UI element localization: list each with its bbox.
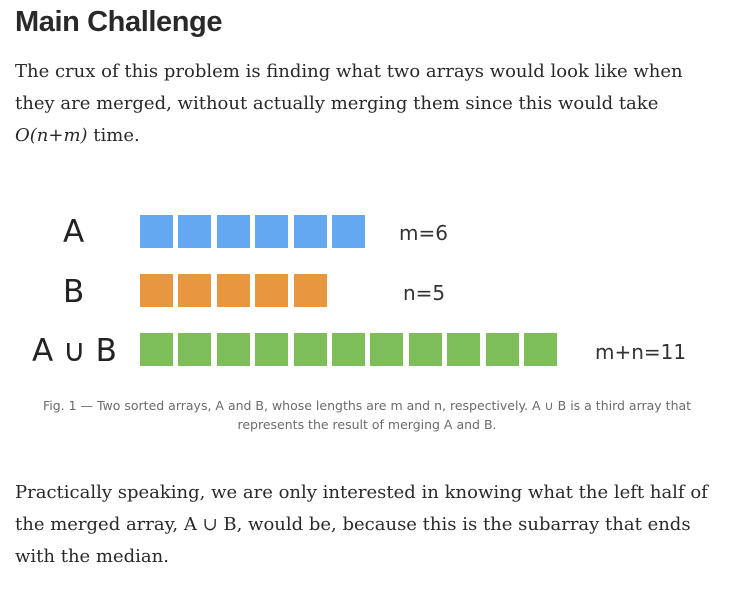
array-cell [255, 215, 288, 248]
array-cell [140, 274, 173, 307]
caption-line-2: represents the result of merging A and B… [237, 417, 497, 432]
outro-line-1: Practically speaking, we are only intere… [15, 482, 708, 503]
row-label-b: B [63, 274, 85, 310]
array-cell [140, 215, 173, 248]
intro-line-3-suffix: time. [87, 125, 140, 146]
array-cell [140, 333, 173, 366]
array-cell [217, 333, 250, 366]
array-cell [255, 274, 288, 307]
array-cell [370, 333, 403, 366]
array-cell [447, 333, 480, 366]
row-label-a: A [63, 214, 85, 250]
array-cell [332, 333, 365, 366]
figure-caption: Fig. 1 — Two sorted arrays, A and B, who… [15, 396, 719, 434]
array-cell [294, 274, 327, 307]
array-cell [409, 333, 442, 366]
row-label-union: A ∪ B [32, 333, 117, 369]
count-label-b: n=5 [403, 281, 446, 305]
array-cell [486, 333, 519, 366]
array-cell [255, 333, 288, 366]
figure-array-diagram: A m=6 B n=5 A ∪ B m+n=11 Fig. 1 — Two so… [15, 190, 719, 440]
array-cell [294, 333, 327, 366]
count-label-a: m=6 [399, 221, 448, 245]
array-cell [178, 274, 211, 307]
caption-line-1: Fig. 1 — Two sorted arrays, A and B, who… [42, 398, 692, 413]
outro-line-2: the merged array, A ∪ B, would be, becau… [15, 514, 691, 535]
count-label-union: m+n=11 [595, 340, 687, 364]
complexity-expression: O(n+m) [15, 125, 88, 146]
array-cell [294, 215, 327, 248]
array-cell [178, 215, 211, 248]
array-cell [524, 333, 557, 366]
array-cell [332, 215, 365, 248]
followup-paragraph: Practically speaking, we are only intere… [15, 477, 708, 573]
intro-line-2: they are merged, without actually mergin… [15, 93, 659, 114]
intro-paragraph: The crux of this problem is finding what… [15, 56, 705, 152]
intro-line-1: The crux of this problem is finding what… [15, 61, 683, 82]
array-cell [217, 215, 250, 248]
array-cell [178, 333, 211, 366]
section-heading: Main Challenge [15, 6, 223, 38]
array-cell [217, 274, 250, 307]
intro-line-3: O(n+m) time. [15, 120, 705, 152]
outro-line-3: with the median. [15, 546, 169, 567]
